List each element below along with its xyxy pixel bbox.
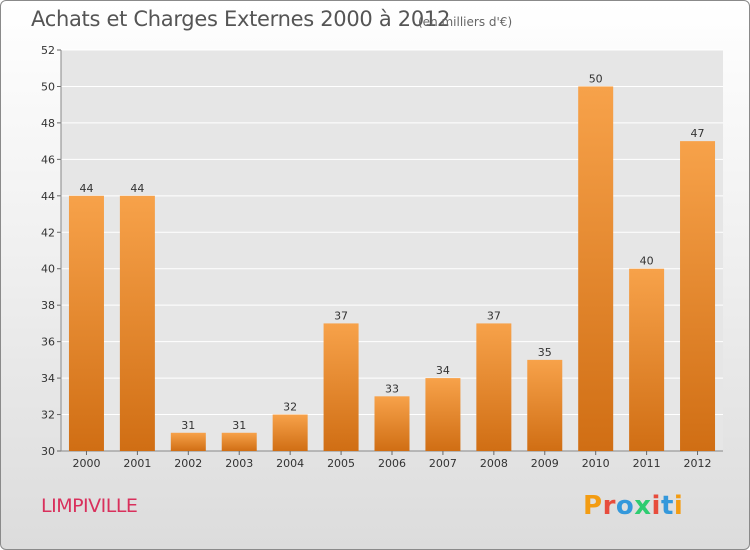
bar-2004	[272, 414, 308, 451]
data-label-2008: 37	[487, 309, 501, 322]
y-tick-label: 46	[41, 153, 55, 166]
bar-2000	[68, 195, 104, 451]
chart-title: Achats et Charges Externes 2000 à 2012	[31, 7, 451, 31]
logo-letter: t	[660, 491, 674, 521]
logo-letter: o	[615, 491, 635, 521]
x-tick-label-2007: 2007	[429, 457, 457, 470]
logo-letter: i	[673, 491, 684, 521]
logo-letter: i	[651, 491, 661, 521]
bar-2003	[221, 432, 257, 451]
data-label-2002: 31	[181, 419, 195, 432]
y-tick-label: 32	[41, 409, 55, 422]
logo-letter: P	[583, 491, 603, 521]
bar-2011	[629, 268, 665, 451]
x-tick-label-2003: 2003	[225, 457, 253, 470]
y-tick-label: 40	[41, 263, 55, 276]
logo-letter: x	[634, 491, 652, 521]
y-tick-label: 38	[41, 299, 55, 312]
data-label-2012: 47	[691, 127, 705, 140]
chart-subtitle: (en milliers d'€)	[418, 15, 513, 29]
y-tick-label: 36	[41, 336, 55, 349]
x-tick-label-2011: 2011	[633, 457, 661, 470]
data-label-2004: 32	[283, 401, 297, 414]
y-tick-label: 50	[41, 80, 55, 93]
bar-2012	[680, 141, 716, 452]
x-tick-label-2005: 2005	[327, 457, 355, 470]
y-tick-label: 52	[41, 44, 55, 57]
x-tick-label-2004: 2004	[276, 457, 304, 470]
y-tick-label: 30	[41, 445, 55, 458]
x-tick-label-2000: 2000	[72, 457, 100, 470]
y-tick-label: 42	[41, 226, 55, 239]
x-tick-label-2009: 2009	[531, 457, 559, 470]
x-tick-label-2008: 2008	[480, 457, 508, 470]
y-tick-label: 34	[41, 372, 55, 385]
logo-letter: r	[602, 491, 616, 521]
bar-2009	[527, 359, 563, 451]
commune-name: LIMPIVILLE	[41, 495, 138, 517]
y-tick-label: 44	[41, 190, 55, 203]
x-tick-label-2006: 2006	[378, 457, 406, 470]
x-tick-label-2010: 2010	[582, 457, 610, 470]
bar-2007	[425, 378, 461, 451]
bar-2010	[578, 86, 614, 452]
x-tick-label-2002: 2002	[174, 457, 202, 470]
y-tick-label: 48	[41, 117, 55, 130]
data-label-2011: 40	[640, 255, 654, 268]
data-label-2009: 35	[538, 346, 552, 359]
data-label-2001: 44	[130, 182, 144, 195]
bar-2001	[119, 195, 155, 451]
bar-2006	[374, 396, 410, 451]
data-label-2000: 44	[79, 182, 93, 195]
proxiti-logo[interactable]: Proxiti	[583, 491, 683, 521]
x-tick-label-2001: 2001	[123, 457, 151, 470]
bar-2005	[323, 323, 359, 451]
data-label-2003: 31	[232, 419, 246, 432]
data-label-2007: 34	[436, 364, 450, 377]
bar-2008	[476, 323, 512, 451]
data-label-2006: 33	[385, 382, 399, 395]
data-label-2010: 50	[589, 72, 603, 85]
data-label-2005: 37	[334, 309, 348, 322]
x-tick-label-2012: 2012	[684, 457, 712, 470]
bar-2002	[170, 432, 206, 451]
